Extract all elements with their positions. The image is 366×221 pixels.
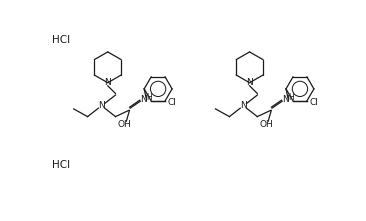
Text: N: N [240,101,247,110]
Text: H: H [288,93,294,102]
Text: HCl: HCl [52,35,70,45]
Text: Cl: Cl [309,98,318,107]
Text: OH: OH [118,120,132,129]
Text: N: N [246,78,253,87]
Text: Cl: Cl [167,98,176,107]
Text: N: N [104,78,111,87]
Text: H: H [146,93,152,102]
Text: N: N [282,95,289,104]
Text: N: N [98,101,105,110]
Text: OH: OH [260,120,273,129]
Text: HCl: HCl [52,160,70,170]
Text: N: N [140,95,147,104]
